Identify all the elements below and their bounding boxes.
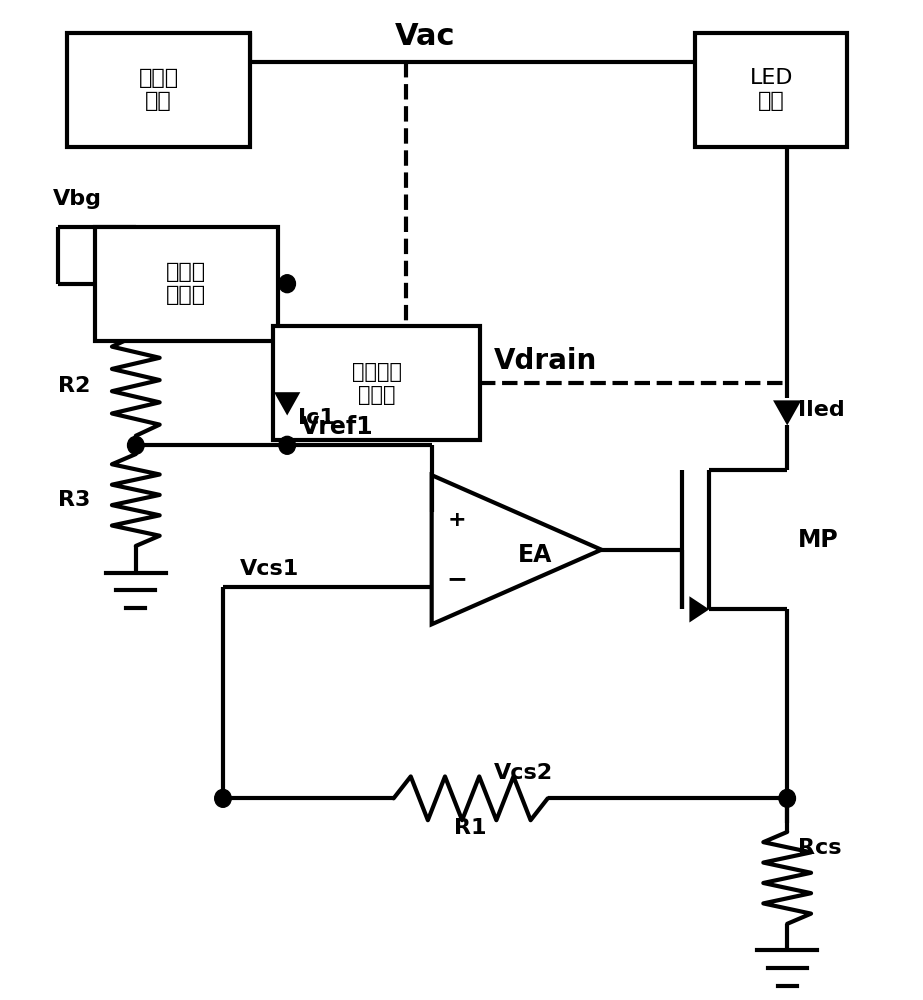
Text: EA: EA <box>518 543 552 567</box>
FancyBboxPatch shape <box>695 33 846 147</box>
Text: +: + <box>448 510 467 530</box>
FancyBboxPatch shape <box>67 33 250 147</box>
Text: 输入电
压源: 输入电 压源 <box>138 68 179 111</box>
Text: R3: R3 <box>57 490 90 510</box>
Text: Iled: Iled <box>798 400 845 420</box>
Circle shape <box>779 789 796 807</box>
Text: R2: R2 <box>57 376 90 396</box>
Text: Vdrain: Vdrain <box>494 347 597 375</box>
Polygon shape <box>274 392 300 415</box>
Text: LED
负载: LED 负载 <box>749 68 793 111</box>
Text: R1: R1 <box>454 818 487 838</box>
Text: MP: MP <box>798 528 839 552</box>
Text: Vcs1: Vcs1 <box>239 559 299 579</box>
Circle shape <box>215 789 232 807</box>
Text: Vcs2: Vcs2 <box>494 763 553 783</box>
Text: 线电压补
偿模块: 线电压补 偿模块 <box>352 362 402 405</box>
Polygon shape <box>689 596 709 623</box>
FancyBboxPatch shape <box>273 326 480 440</box>
Text: Vac: Vac <box>394 22 455 51</box>
FancyBboxPatch shape <box>94 227 278 341</box>
Text: −: − <box>447 568 468 592</box>
Polygon shape <box>773 400 801 425</box>
Text: Vref1: Vref1 <box>301 415 374 439</box>
Circle shape <box>279 275 295 293</box>
Text: Vbg: Vbg <box>54 189 102 209</box>
Text: Rcs: Rcs <box>798 838 842 858</box>
Circle shape <box>127 436 144 454</box>
Text: Ic1: Ic1 <box>298 408 335 428</box>
Text: 参考电
压模块: 参考电 压模块 <box>166 262 207 305</box>
Circle shape <box>279 436 295 454</box>
